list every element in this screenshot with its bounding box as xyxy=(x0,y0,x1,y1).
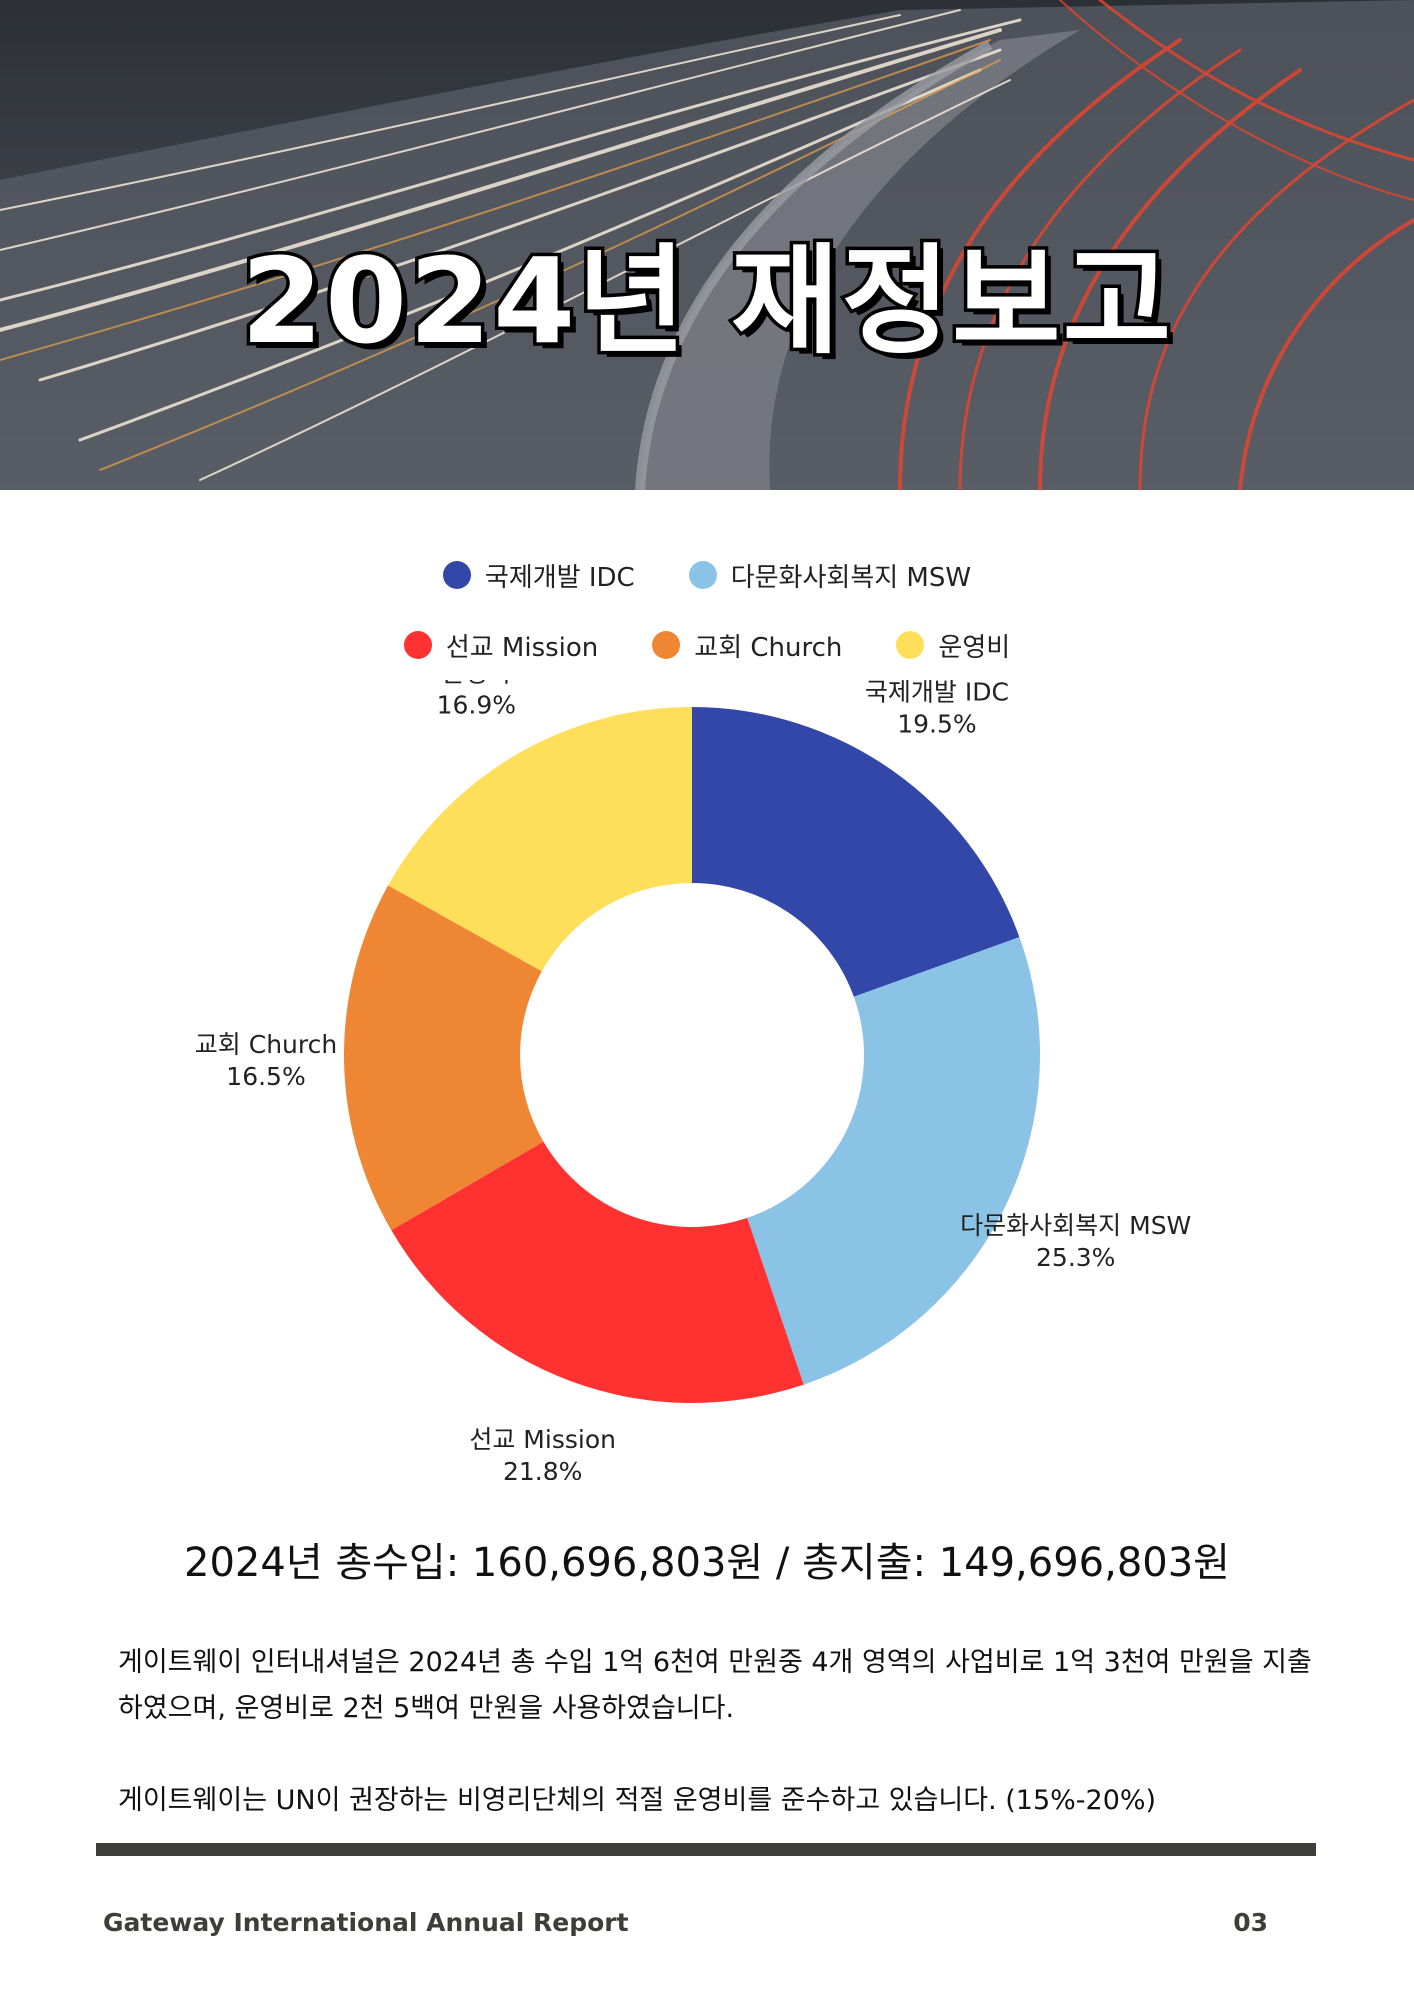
legend-row: 국제개발 IDC 다문화사회복지 MSW xyxy=(0,540,1414,610)
legend-item: 교회 Church xyxy=(652,627,842,664)
slice-label: 교회 Church 16.5% xyxy=(195,1030,337,1091)
donut-slice xyxy=(747,937,1041,1385)
legend-label: 국제개발 IDC xyxy=(484,562,635,593)
donut-slice xyxy=(388,707,692,972)
slice-label: 국제개발 IDC 19.5% xyxy=(865,680,1009,738)
footer-title: Gateway International Annual Report xyxy=(103,1908,629,1937)
legend-swatch xyxy=(442,561,471,589)
donut-slice xyxy=(344,885,544,1231)
income-expense-paragraph: 게이트웨이 인터내셔널은 2024년 총 수입 1억 6천여 만원중 4개 영역… xyxy=(118,1647,1312,1724)
legend-label: 선교 Mission xyxy=(445,632,599,663)
report-text: 게이트웨이 인터내셔널은 2024년 총 수입 1억 6천여 만원중 4개 영역… xyxy=(118,1640,1318,1870)
legend-swatch xyxy=(403,631,432,659)
legend-label: 다문화사회복지 MSW xyxy=(730,562,972,593)
donut-chart: 국제개발 IDC 19.5% 다문화사회복지 MSW 25.3% 선교 Mission 2… xyxy=(195,680,1191,1480)
legend-item: 다문화사회복지 MSW xyxy=(688,557,972,594)
legend-swatch xyxy=(896,631,925,659)
un-guideline-paragraph: 게이트웨이는 UN이 권장하는 비영리단체의 적절 운영비를 준수하고 있습니다… xyxy=(118,1785,1157,1816)
page-title: 2024년 재정보고 xyxy=(237,229,1174,374)
legend-label: 교회 Church xyxy=(694,632,843,663)
legend-swatch xyxy=(652,631,681,659)
legend-swatch xyxy=(688,561,717,589)
slice-label: 운영비16.9% xyxy=(437,680,516,720)
page-number: 03 xyxy=(1233,1908,1268,1937)
hero-banner: 2024년 재정보고 xyxy=(0,0,1414,490)
slice-label: 다문화사회복지 MSW 25.3% xyxy=(960,1211,1191,1272)
highway-light-trails-image xyxy=(0,0,1414,490)
legend-item: 운영비 xyxy=(896,627,1010,664)
footer-divider xyxy=(96,1843,1316,1856)
donut-slice xyxy=(391,1141,804,1403)
legend-row: 선교 Mission 교회 Church 운영비 xyxy=(0,610,1414,680)
legend-item: 선교 Mission xyxy=(403,627,599,664)
totals-summary: 2024년 총수입: 160,696,803원 / 총지출: 149,696,8… xyxy=(184,1540,1230,1586)
donut-slice xyxy=(692,707,1020,997)
legend-label: 운영비 xyxy=(938,632,1011,663)
legend-item: 국제개발 IDC xyxy=(442,557,635,594)
slice-label: 선교 Mission 21.8% xyxy=(469,1425,616,1480)
chart-legend: 국제개발 IDC 다문화사회복지 MSW 선교 Mission 교회 Church 운… xyxy=(0,540,1414,680)
